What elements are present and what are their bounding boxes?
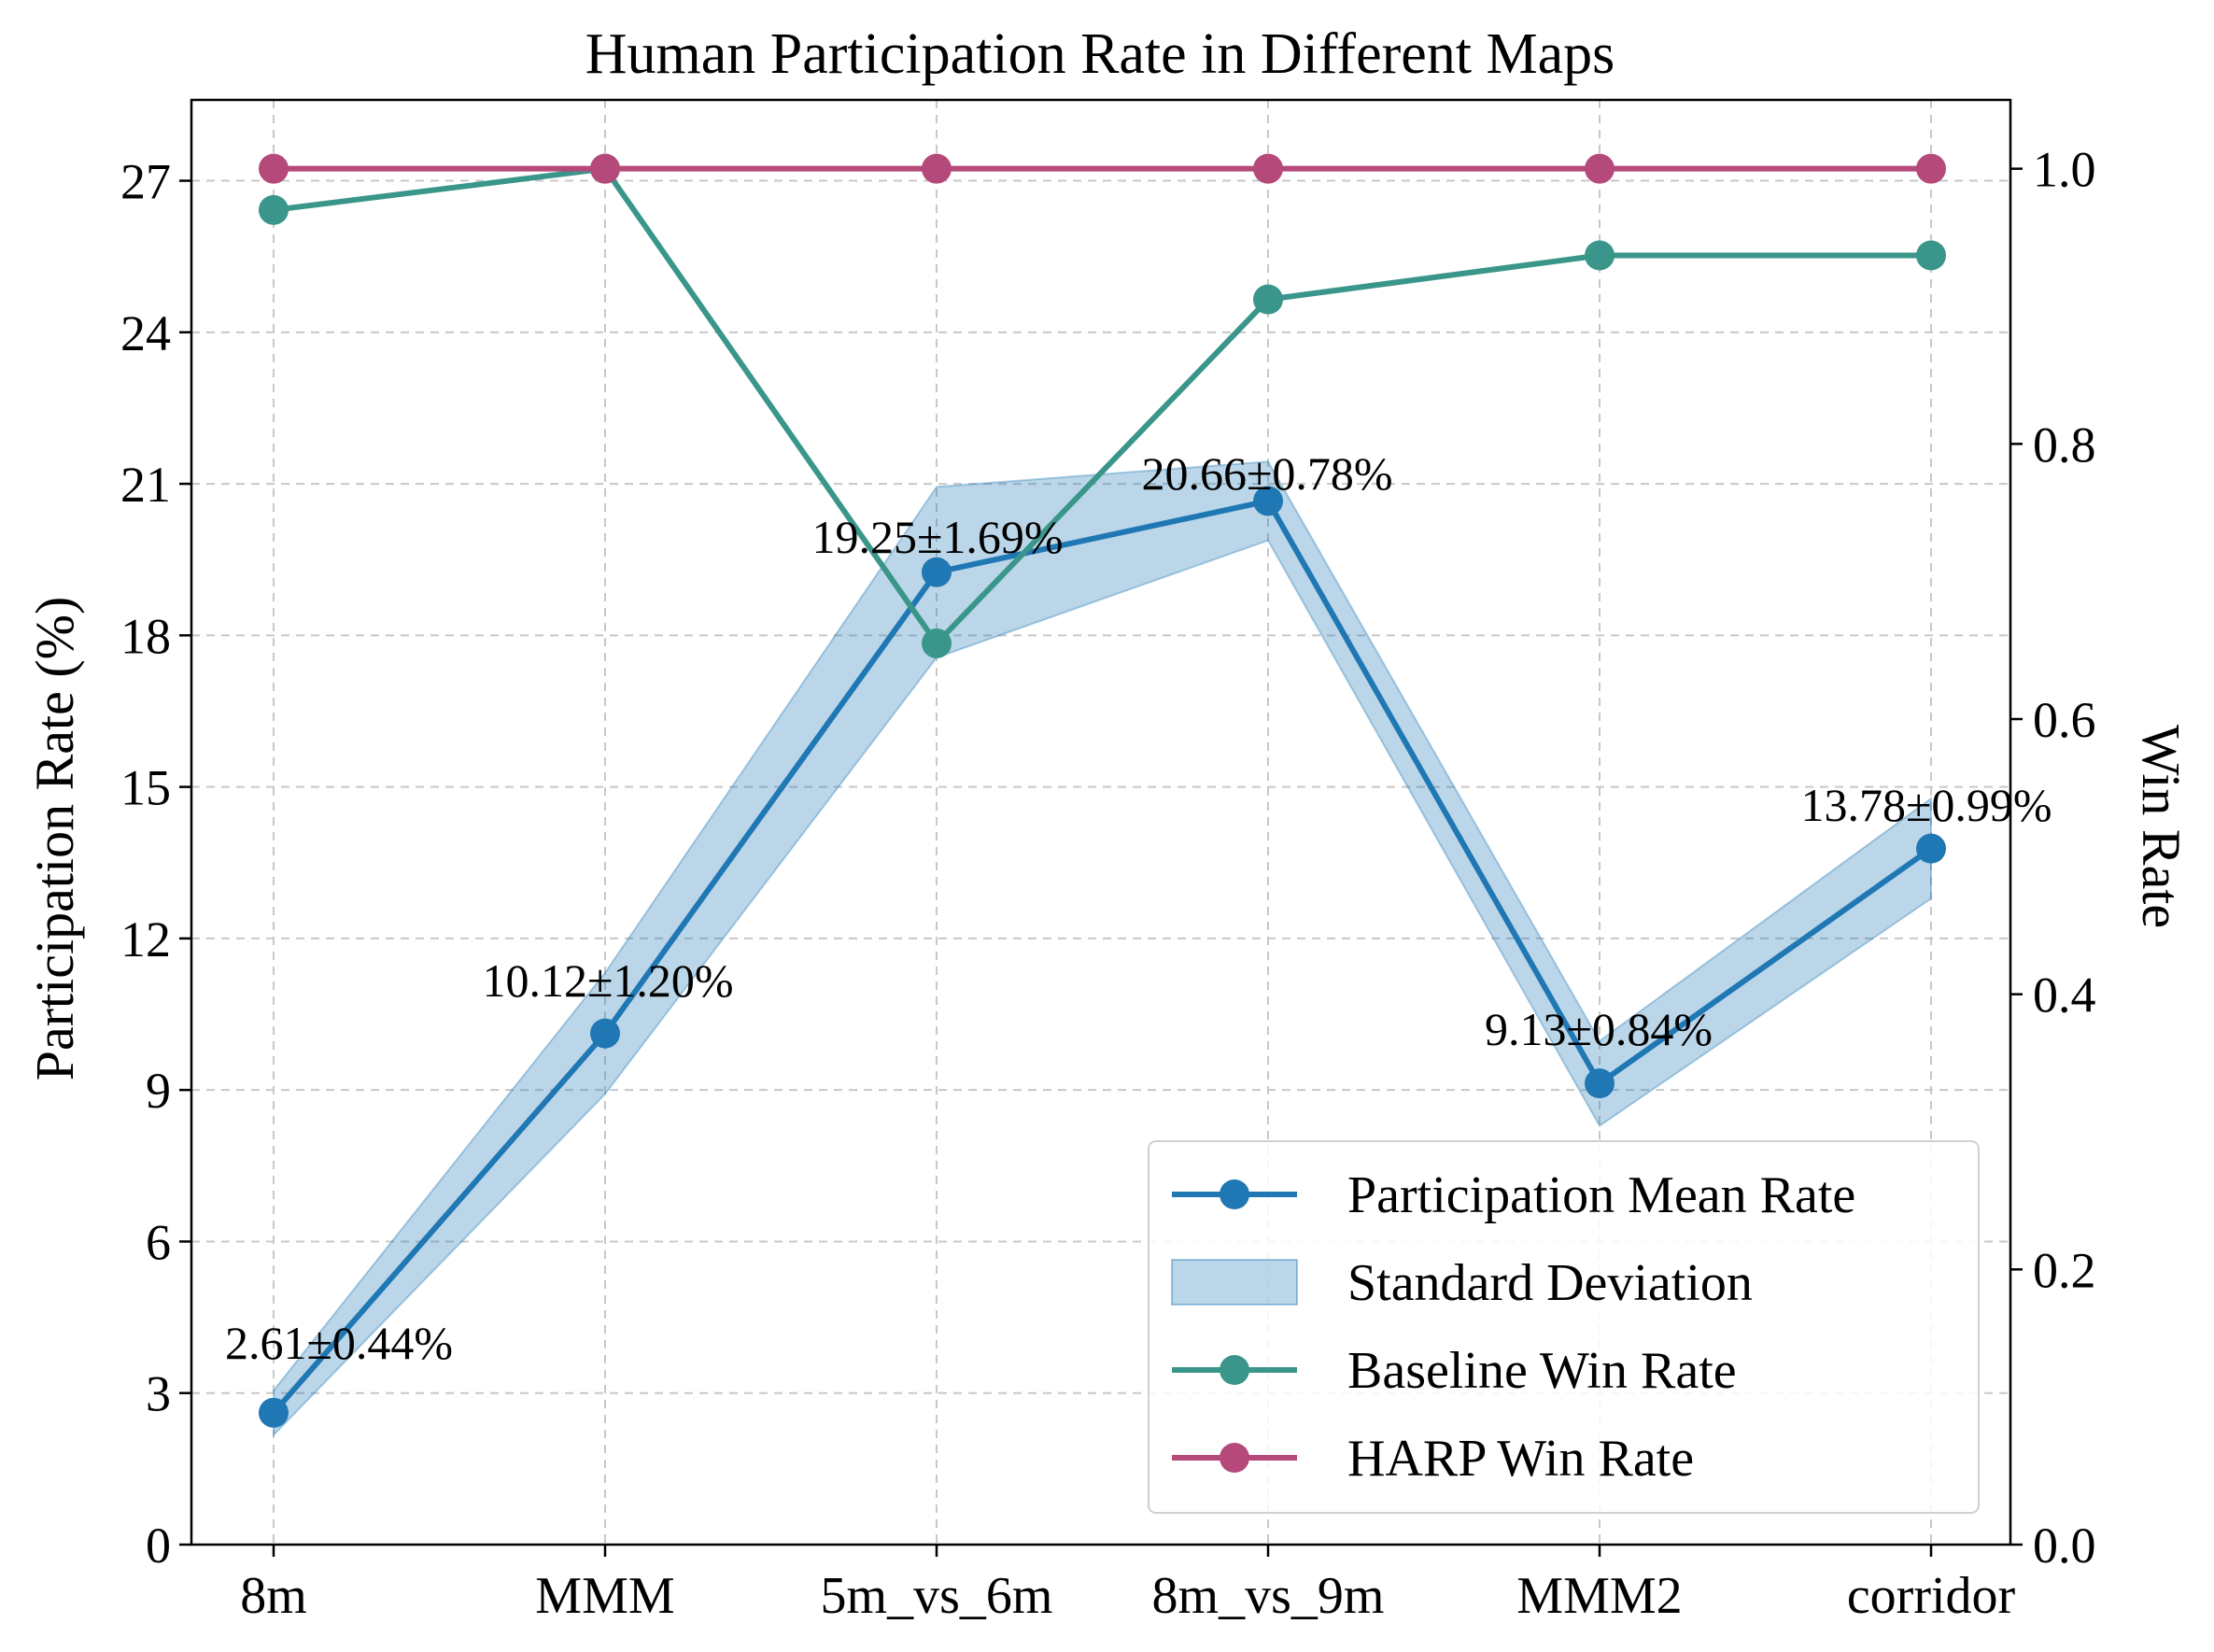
y-axis-label: Participation Rate (%) [24,597,85,1081]
data-label: 20.66±0.78% [1141,447,1392,500]
x-tick-label: MMM [535,1567,674,1625]
harp-win-rate-point [1253,153,1283,184]
x-tick-label: 5m_vs_6m [821,1567,1053,1625]
y-tick-label: 12 [120,911,171,967]
data-label: 19.25±1.69% [811,511,1063,563]
y-tick-label: 15 [120,760,171,816]
participation-mean-point [259,1397,289,1428]
x-tick-label: MMM2 [1516,1567,1682,1625]
legend-box [1148,1140,1980,1514]
x-tick-label: 8m [240,1567,307,1625]
participation-mean-line [271,498,1933,1415]
legend-marker [1220,1443,1249,1473]
baseline-win-rate-point [1253,284,1283,315]
legend-label: Baseline Win Rate [1347,1342,1737,1400]
x-tick-label: 8m_vs_9m [1152,1567,1385,1625]
data-label: 2.61±0.44% [225,1317,453,1369]
baseline-win-rate-point [259,194,289,225]
y-tick-label: 27 [120,154,171,210]
data-label: 9.13±0.84% [1485,1003,1713,1055]
y2-tick-label: 0.2 [2033,1242,2096,1298]
y2-axis-label: Win Rate [2131,725,2192,928]
harp-win-rate-point [259,153,289,184]
axes: 0 3 6 9 12 15 18 21 24 27 0.0 0.2 0.4 0.6 0.8 1.0 8m MMM 5… [120,98,2096,1625]
x-tick-label: corridor [1847,1567,2016,1625]
y-tick-label: 21 [120,457,171,513]
series-layer [259,153,1946,1428]
harp-win-rate-point [1916,153,1946,184]
legend-band-swatch [1171,1259,1298,1306]
y2-tick-label: 0.6 [2033,692,2096,748]
participation-mean-point [1253,486,1283,516]
baseline-win-rate-line [273,165,1931,646]
y-tick-label: 0 [146,1518,171,1574]
chart-title: Human Participation Rate in Different Ma… [585,22,1615,86]
legend-marker [1220,1179,1249,1209]
y-tick-label: 9 [146,1063,171,1119]
data-label: 13.78±0.99% [1800,779,2052,831]
legend-marker [1220,1355,1249,1385]
harp-win-rate-point [1585,153,1615,184]
y2-tick-label: 0.0 [2033,1518,2096,1574]
legend-label: HARP Win Rate [1347,1430,1694,1488]
y-tick-label: 3 [146,1366,171,1422]
participation-mean-point [1585,1068,1615,1099]
participation-mean-point [922,557,952,587]
participation-mean-point [590,1018,620,1049]
plot-frame [190,98,2012,1546]
baseline-win-rate-point [922,628,952,658]
std-band-layer [273,460,1932,1438]
baseline-win-rate-point [1585,240,1615,271]
harp-win-rate-point [922,153,952,184]
y-tick-label: 18 [120,608,171,664]
legend-label: Participation Mean Rate [1347,1166,1855,1224]
legend-label: Standard Deviation [1347,1254,1753,1312]
y2-tick-label: 0.8 [2033,417,2096,473]
participation-mean-point [1916,833,1946,864]
grid [191,100,2010,1546]
y-tick-label: 6 [146,1214,171,1270]
data-label: 10.12±1.20% [482,954,733,1007]
y-tick-label: 24 [120,305,171,361]
y2-tick-label: 1.0 [2033,142,2096,198]
y2-tick-label: 0.4 [2033,967,2096,1024]
harp-win-rate-point [590,153,620,184]
baseline-win-rate-point [1916,240,1946,271]
legend: Participation Mean Rate Standard Deviatio… [1148,1140,1980,1514]
std-deviation-band [273,460,1932,1438]
